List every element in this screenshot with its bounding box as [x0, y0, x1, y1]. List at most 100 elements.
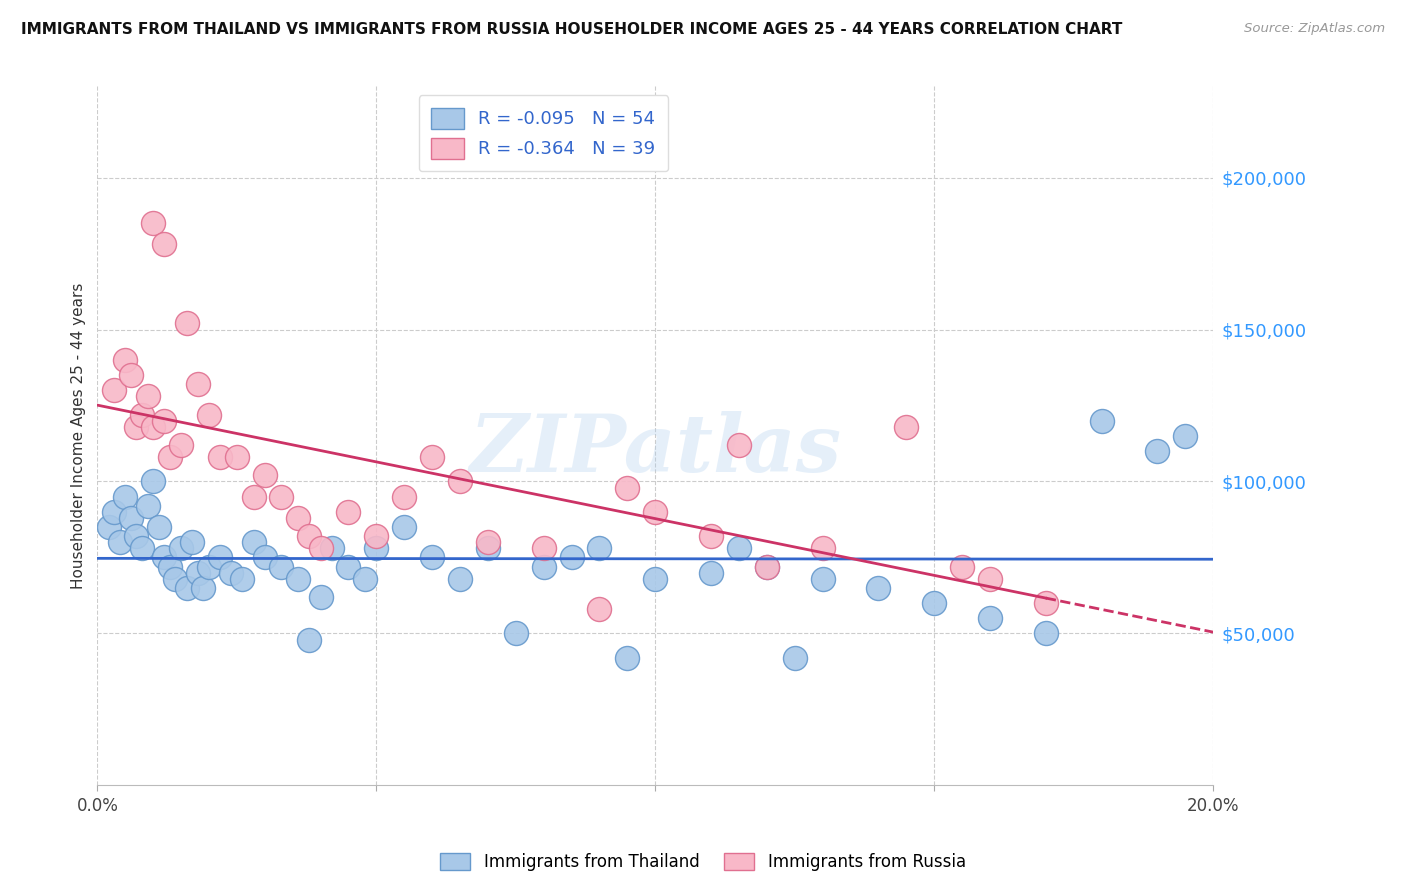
Point	[103, 384, 125, 398]
Point	[142, 475, 165, 489]
Point	[533, 541, 555, 556]
Point	[644, 572, 666, 586]
Point	[131, 408, 153, 422]
Point	[142, 216, 165, 230]
Point	[811, 541, 834, 556]
Point	[114, 352, 136, 367]
Point	[231, 572, 253, 586]
Point	[165, 572, 187, 586]
Point	[270, 559, 292, 574]
Point	[420, 550, 443, 565]
Point	[755, 559, 778, 574]
Point	[337, 559, 360, 574]
Point	[159, 450, 181, 465]
Point	[728, 541, 751, 556]
Point	[337, 505, 360, 519]
Point	[193, 581, 215, 595]
Point	[1146, 444, 1168, 458]
Point	[588, 541, 610, 556]
Point	[159, 559, 181, 574]
Point	[588, 602, 610, 616]
Point	[148, 520, 170, 534]
Point	[728, 438, 751, 452]
Point	[449, 475, 471, 489]
Point	[1035, 596, 1057, 610]
Point	[922, 596, 945, 610]
Point	[97, 520, 120, 534]
Point	[1174, 429, 1197, 443]
Point	[868, 581, 890, 595]
Point	[298, 529, 321, 543]
Point	[287, 511, 309, 525]
Point	[198, 408, 221, 422]
Point	[153, 414, 176, 428]
Point	[755, 559, 778, 574]
Point	[309, 541, 332, 556]
Point	[187, 566, 209, 580]
Point	[354, 572, 377, 586]
Point	[181, 535, 204, 549]
Point	[477, 535, 499, 549]
Point	[153, 237, 176, 252]
Point	[392, 520, 415, 534]
Point	[125, 419, 148, 434]
Point	[298, 632, 321, 647]
Point	[176, 317, 198, 331]
Point	[287, 572, 309, 586]
Point	[114, 490, 136, 504]
Point	[136, 499, 159, 513]
Point	[505, 626, 527, 640]
Point	[125, 529, 148, 543]
Text: IMMIGRANTS FROM THAILAND VS IMMIGRANTS FROM RUSSIA HOUSEHOLDER INCOME AGES 25 - : IMMIGRANTS FROM THAILAND VS IMMIGRANTS F…	[21, 22, 1122, 37]
Point	[616, 481, 638, 495]
Point	[616, 650, 638, 665]
Point	[242, 535, 264, 549]
Point	[198, 559, 221, 574]
Point	[700, 529, 723, 543]
Point	[979, 572, 1001, 586]
Point	[253, 550, 276, 565]
Point	[366, 541, 388, 556]
Point	[979, 611, 1001, 625]
Text: Source: ZipAtlas.com: Source: ZipAtlas.com	[1244, 22, 1385, 36]
Point	[309, 590, 332, 604]
Point	[120, 511, 142, 525]
Point	[533, 559, 555, 574]
Point	[136, 389, 159, 403]
Point	[561, 550, 583, 565]
Point	[187, 377, 209, 392]
Point	[209, 450, 232, 465]
Point	[131, 541, 153, 556]
Point	[420, 450, 443, 465]
Point	[219, 566, 242, 580]
Y-axis label: Householder Income Ages 25 - 44 years: Householder Income Ages 25 - 44 years	[72, 283, 86, 589]
Point	[142, 419, 165, 434]
Point	[242, 490, 264, 504]
Point	[811, 572, 834, 586]
Point	[176, 581, 198, 595]
Legend: Immigrants from Thailand, Immigrants from Russia: Immigrants from Thailand, Immigrants fro…	[432, 845, 974, 880]
Point	[209, 550, 232, 565]
Point	[120, 368, 142, 383]
Point	[950, 559, 973, 574]
Point	[103, 505, 125, 519]
Point	[700, 566, 723, 580]
Point	[170, 541, 193, 556]
Point	[170, 438, 193, 452]
Legend: R = -0.095   N = 54, R = -0.364   N = 39: R = -0.095 N = 54, R = -0.364 N = 39	[419, 95, 668, 171]
Point	[366, 529, 388, 543]
Point	[896, 419, 918, 434]
Point	[1090, 414, 1112, 428]
Text: ZIPatlas: ZIPatlas	[470, 411, 841, 489]
Point	[321, 541, 343, 556]
Point	[270, 490, 292, 504]
Point	[477, 541, 499, 556]
Point	[225, 450, 247, 465]
Point	[783, 650, 806, 665]
Point	[644, 505, 666, 519]
Point	[1035, 626, 1057, 640]
Point	[392, 490, 415, 504]
Point	[449, 572, 471, 586]
Point	[108, 535, 131, 549]
Point	[253, 468, 276, 483]
